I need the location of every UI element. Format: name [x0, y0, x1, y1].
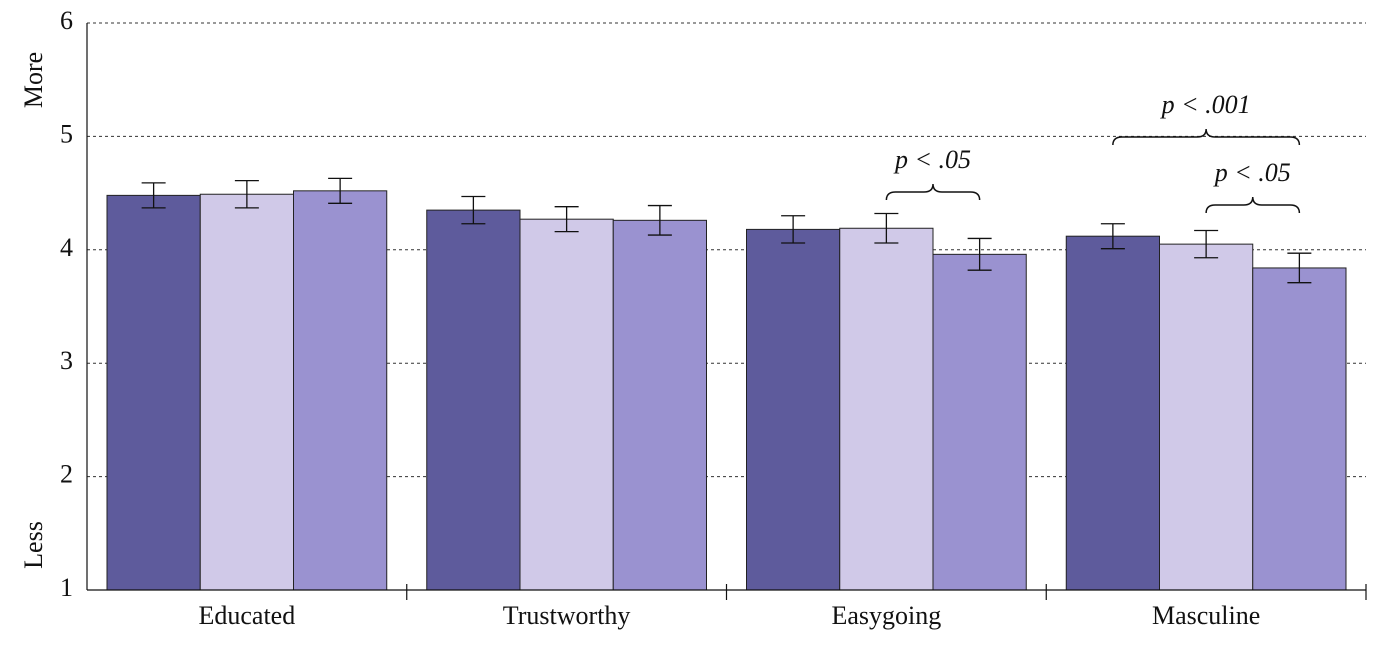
y-tick-label: 2 [60, 460, 73, 489]
error-bar [647, 204, 672, 236]
bar [612, 219, 707, 591]
error-bar [967, 237, 992, 271]
y-tick-label: 5 [60, 119, 73, 148]
annotation: p < .05 [1213, 158, 1291, 187]
error-bar [141, 182, 166, 209]
significance-brace [1205, 196, 1301, 214]
bar [293, 190, 388, 591]
bar [932, 253, 1027, 591]
bar [1065, 235, 1160, 591]
significance-brace [1112, 128, 1301, 146]
error-bar [328, 177, 353, 204]
error-bar [1100, 223, 1125, 250]
x-tick-label: Educated [199, 601, 296, 630]
y-tick-label: 6 [60, 6, 73, 35]
bar [1159, 243, 1254, 591]
bar [839, 227, 934, 591]
x-tick-label: Masculine [1152, 601, 1260, 630]
error-bar [781, 215, 806, 244]
bar [426, 209, 521, 591]
y-bottom-label: Less [19, 521, 48, 569]
x-tick-label: Easygoing [831, 601, 941, 630]
bar [519, 218, 614, 591]
annotation: p < .05 [893, 145, 971, 174]
bar [106, 194, 201, 591]
error-bar [234, 179, 259, 209]
annotation: p < .001 [1160, 90, 1251, 119]
bar [1252, 267, 1347, 591]
error-bar [554, 206, 579, 233]
x-tick-label: Trustworthy [503, 601, 631, 630]
y-tick-label: 4 [60, 233, 73, 262]
error-bar [874, 212, 899, 244]
error-bar [1194, 229, 1219, 259]
bar [746, 228, 841, 591]
y-tick-label: 1 [60, 573, 73, 602]
error-bar [461, 195, 486, 225]
y-top-label: More [19, 52, 48, 108]
significance-brace [885, 183, 981, 201]
error-bar [1287, 252, 1312, 284]
y-tick-label: 3 [60, 346, 73, 375]
bar [199, 193, 294, 591]
